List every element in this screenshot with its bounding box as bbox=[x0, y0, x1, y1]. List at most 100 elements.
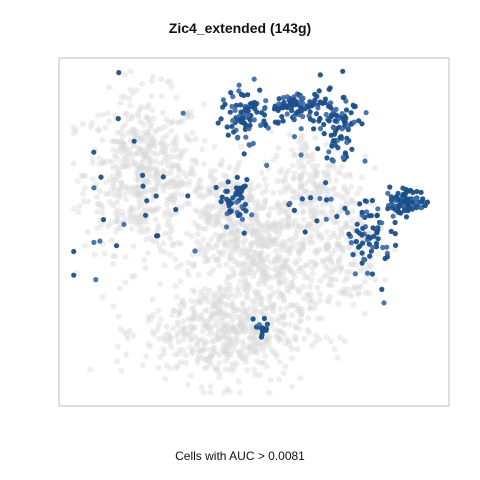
background-cell-point bbox=[209, 302, 216, 309]
highlighted-cell-point bbox=[250, 316, 256, 322]
background-cell-point bbox=[321, 171, 328, 178]
highlighted-cell-point bbox=[340, 68, 346, 74]
background-cell-point bbox=[167, 334, 174, 341]
highlighted-cell-point bbox=[254, 109, 260, 115]
background-cell-point bbox=[338, 264, 345, 271]
background-cell-point bbox=[207, 213, 214, 220]
background-cell-point bbox=[343, 268, 350, 275]
background-cell-point bbox=[139, 362, 146, 368]
background-cell-point bbox=[168, 192, 175, 199]
background-cell-point bbox=[258, 255, 265, 262]
background-cell-point bbox=[152, 216, 159, 223]
background-cell-point bbox=[225, 216, 232, 223]
background-cell-point bbox=[209, 293, 216, 300]
background-cell-point bbox=[345, 286, 351, 293]
background-cell-point bbox=[141, 164, 148, 171]
background-cell-point bbox=[127, 146, 134, 153]
background-cell-point bbox=[308, 220, 315, 227]
background-cell-point bbox=[299, 309, 305, 316]
background-cell-point bbox=[216, 298, 223, 305]
background-cell-point bbox=[277, 243, 284, 250]
background-cell-point bbox=[138, 104, 145, 111]
background-cell-point bbox=[138, 224, 145, 231]
background-cell-point bbox=[133, 184, 140, 191]
background-cell-point bbox=[309, 342, 316, 349]
background-cell-point bbox=[204, 186, 211, 193]
highlighted-cell-point bbox=[302, 229, 308, 235]
background-cell-point bbox=[218, 346, 225, 353]
background-cell-point bbox=[274, 333, 281, 340]
background-cell-point bbox=[286, 131, 293, 138]
background-cell-point bbox=[213, 310, 220, 317]
background-cell-point bbox=[154, 327, 161, 333]
background-cell-point bbox=[135, 110, 142, 117]
background-cell-point bbox=[116, 285, 123, 292]
highlighted-cell-point bbox=[330, 138, 337, 144]
background-cell-point bbox=[240, 311, 246, 318]
background-cell-point bbox=[105, 190, 112, 197]
background-cell-point bbox=[174, 363, 181, 370]
background-cell-point bbox=[90, 176, 97, 182]
background-cell-point bbox=[167, 211, 174, 218]
background-cell-point bbox=[156, 181, 163, 188]
highlighted-cell-point bbox=[224, 124, 230, 130]
background-cell-point bbox=[288, 269, 294, 276]
background-cell-point bbox=[241, 322, 247, 329]
background-cell-point bbox=[223, 311, 230, 318]
background-cell-point bbox=[226, 256, 233, 263]
highlighted-cell-point bbox=[234, 199, 240, 205]
background-cell-point bbox=[142, 188, 149, 195]
background-cell-point bbox=[219, 334, 225, 341]
background-cell-point bbox=[218, 206, 225, 213]
background-cell-point bbox=[247, 261, 254, 268]
background-cell-point bbox=[234, 163, 241, 170]
background-cell-point bbox=[288, 282, 295, 289]
background-cell-point bbox=[281, 258, 288, 265]
background-cell-point bbox=[267, 315, 274, 322]
background-cell-point bbox=[252, 288, 258, 295]
highlighted-cell-point bbox=[315, 105, 321, 111]
background-cell-point bbox=[236, 306, 243, 313]
background-cell-point bbox=[230, 237, 237, 244]
background-cell-point bbox=[212, 364, 219, 371]
highlighted-cell-point bbox=[311, 126, 317, 132]
background-cell-point bbox=[296, 318, 303, 325]
background-cell-point bbox=[221, 333, 227, 340]
highlighted-cell-point bbox=[409, 199, 415, 205]
background-cell-point bbox=[188, 337, 195, 344]
background-cell-point bbox=[304, 274, 311, 281]
background-cell-point bbox=[318, 233, 325, 240]
background-cell-point bbox=[338, 246, 345, 253]
background-cell-point bbox=[198, 348, 205, 355]
background-cell-point bbox=[214, 256, 221, 263]
background-cell-point bbox=[259, 234, 266, 241]
background-cell-point bbox=[230, 323, 237, 330]
background-cell-point bbox=[149, 329, 156, 335]
background-cell-point bbox=[256, 205, 263, 212]
background-cell-point bbox=[223, 300, 229, 307]
background-cell-point bbox=[289, 383, 296, 390]
highlighted-cell-point bbox=[231, 129, 237, 135]
background-cell-point bbox=[154, 206, 161, 212]
background-cell-point bbox=[313, 183, 320, 190]
background-cell-point bbox=[162, 337, 169, 344]
background-cell-point bbox=[298, 202, 304, 209]
highlighted-cell-point bbox=[226, 200, 232, 206]
background-cell-point bbox=[137, 192, 144, 199]
background-cell-point bbox=[109, 173, 116, 180]
background-cell-point bbox=[239, 324, 246, 331]
background-cell-point bbox=[229, 361, 236, 367]
background-cell-point bbox=[329, 214, 336, 221]
background-cell-point bbox=[331, 185, 338, 192]
background-cell-point bbox=[374, 250, 381, 257]
background-cell-point bbox=[272, 326, 278, 333]
background-cell-point bbox=[216, 374, 223, 381]
background-cell-point bbox=[260, 359, 267, 366]
background-cell-point bbox=[289, 219, 296, 226]
background-cell-point bbox=[205, 208, 212, 215]
background-cell-point bbox=[234, 307, 241, 313]
background-cell-point bbox=[269, 305, 276, 312]
background-cell-point bbox=[309, 239, 316, 246]
highlighted-cell-point bbox=[244, 177, 250, 183]
highlighted-cell-point bbox=[98, 174, 104, 180]
